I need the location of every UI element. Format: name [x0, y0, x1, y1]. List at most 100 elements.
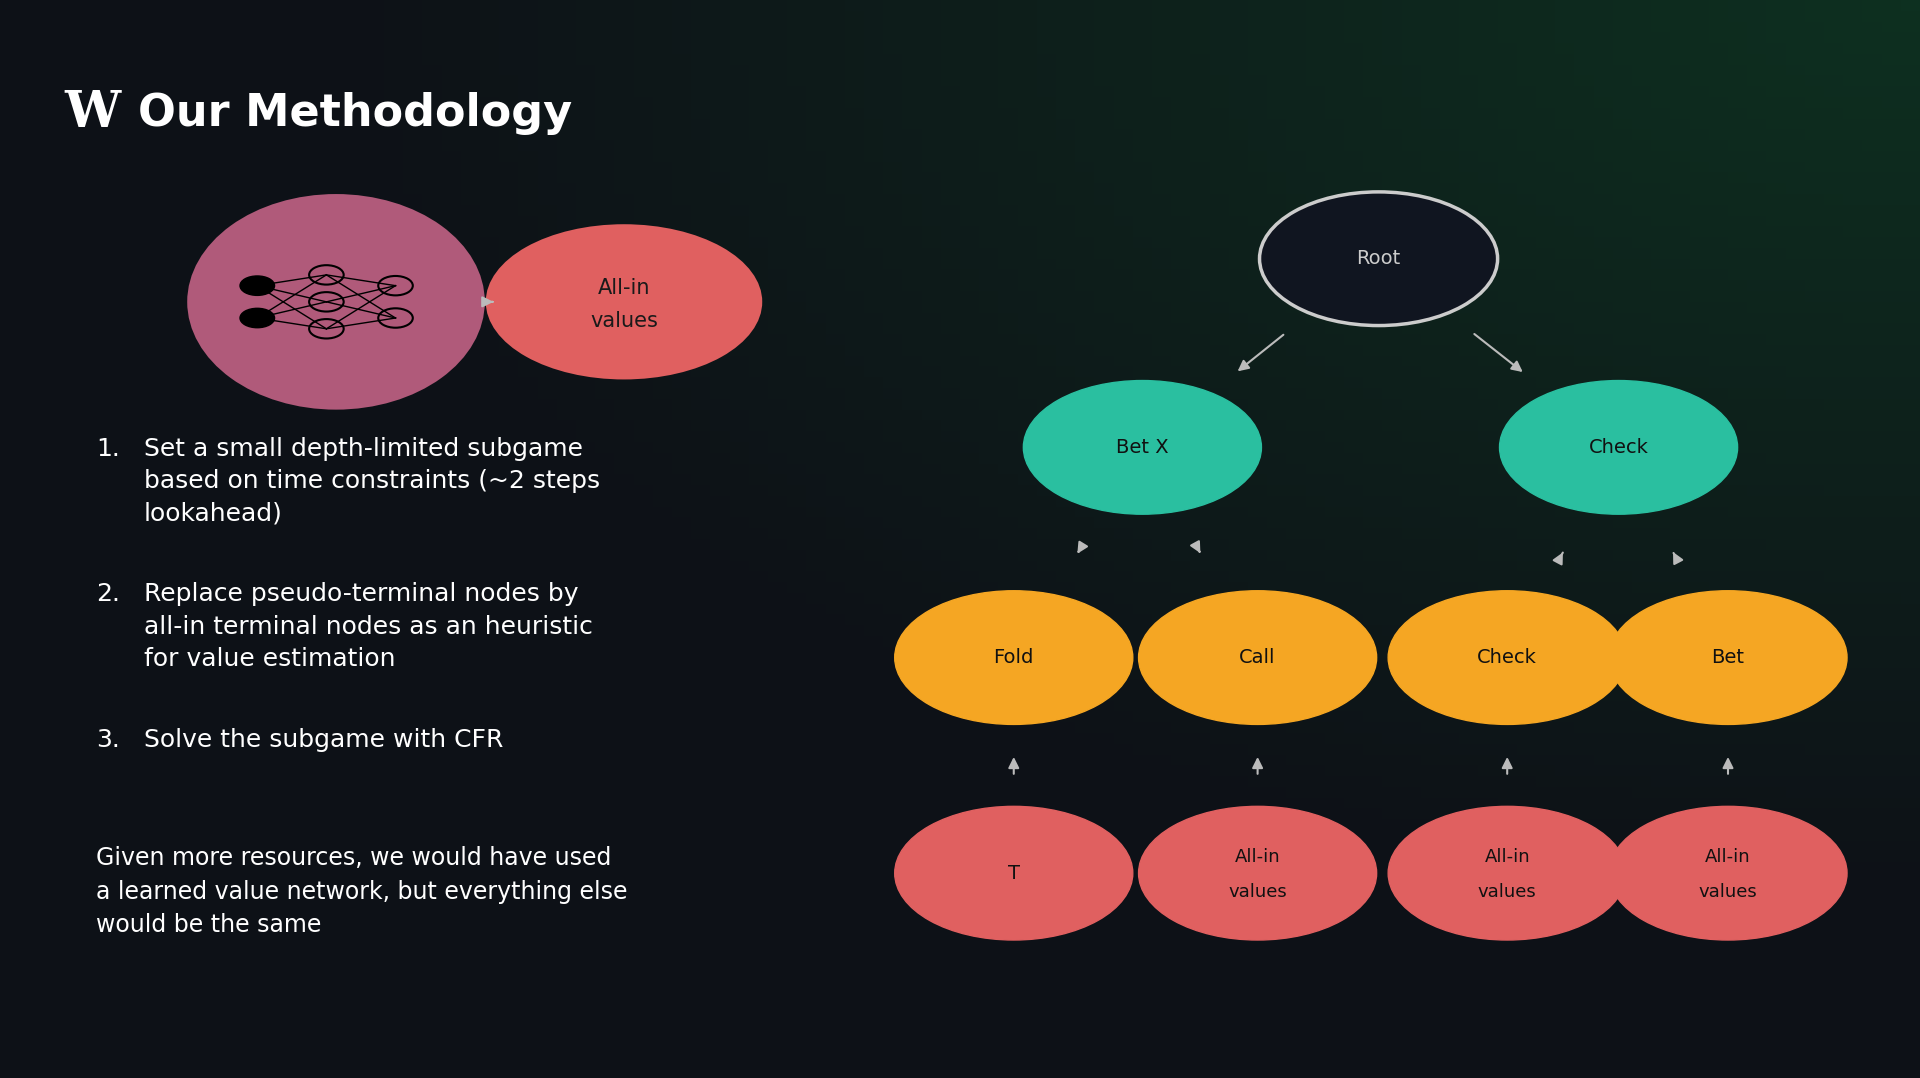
- Bar: [250, 0, 1920, 938]
- Bar: [998, 0, 1920, 517]
- Text: T: T: [1008, 863, 1020, 883]
- Bar: [1037, 0, 1920, 496]
- Bar: [749, 0, 1920, 658]
- Circle shape: [1609, 591, 1847, 724]
- Bar: [595, 0, 1920, 744]
- Bar: [442, 0, 1920, 830]
- Bar: [1018, 0, 1920, 507]
- Bar: [384, 0, 1920, 862]
- Bar: [499, 0, 1920, 798]
- Bar: [461, 0, 1920, 819]
- Text: W: W: [63, 88, 121, 138]
- Bar: [211, 0, 1920, 959]
- Bar: [634, 0, 1920, 722]
- Bar: [960, 0, 1920, 539]
- Bar: [1344, 0, 1920, 323]
- Text: Check: Check: [1476, 648, 1538, 667]
- Text: Replace pseudo-terminal nodes by
all-in terminal nodes as an heuristic
for value: Replace pseudo-terminal nodes by all-in …: [144, 582, 593, 672]
- Circle shape: [895, 591, 1133, 724]
- Circle shape: [240, 276, 275, 295]
- Bar: [365, 0, 1920, 873]
- Circle shape: [1139, 806, 1377, 940]
- Bar: [1459, 0, 1920, 259]
- Text: All-in: All-in: [1705, 848, 1751, 866]
- Bar: [1248, 0, 1920, 377]
- Bar: [653, 0, 1920, 711]
- Bar: [902, 0, 1920, 571]
- Bar: [710, 0, 1920, 679]
- Text: values: values: [1699, 883, 1757, 900]
- Bar: [576, 0, 1920, 755]
- Bar: [288, 0, 1920, 916]
- Bar: [1594, 0, 1920, 183]
- Circle shape: [1388, 591, 1626, 724]
- Bar: [922, 0, 1920, 561]
- Bar: [1805, 0, 1920, 65]
- Bar: [1651, 0, 1920, 151]
- Text: Given more resources, we would have used
a learned value network, but everything: Given more resources, we would have used…: [96, 846, 628, 937]
- Bar: [538, 0, 1920, 776]
- Bar: [1286, 0, 1920, 356]
- Bar: [1517, 0, 1920, 226]
- Bar: [230, 0, 1920, 949]
- Bar: [1229, 0, 1920, 388]
- Bar: [1325, 0, 1920, 334]
- Bar: [845, 0, 1920, 604]
- Bar: [1440, 0, 1920, 270]
- Bar: [1171, 0, 1920, 420]
- Bar: [730, 0, 1920, 668]
- Bar: [518, 0, 1920, 787]
- Circle shape: [1260, 192, 1498, 326]
- Bar: [1498, 0, 1920, 237]
- Circle shape: [486, 224, 762, 379]
- Circle shape: [1139, 591, 1377, 724]
- Bar: [1786, 0, 1920, 75]
- Bar: [1555, 0, 1920, 205]
- Bar: [1056, 0, 1920, 485]
- Bar: [768, 0, 1920, 647]
- Text: All-in: All-in: [1235, 848, 1281, 866]
- Bar: [806, 0, 1920, 625]
- Text: All-in: All-in: [597, 278, 651, 298]
- Bar: [1094, 0, 1920, 464]
- Bar: [1728, 0, 1920, 108]
- Bar: [1843, 0, 1920, 43]
- Circle shape: [240, 308, 275, 328]
- Bar: [1267, 0, 1920, 367]
- Bar: [1536, 0, 1920, 216]
- Bar: [1402, 0, 1920, 291]
- Bar: [979, 0, 1920, 528]
- Bar: [480, 0, 1920, 808]
- Bar: [1709, 0, 1920, 119]
- Bar: [1152, 0, 1920, 431]
- Text: values: values: [1478, 883, 1536, 900]
- Bar: [557, 0, 1920, 765]
- Bar: [346, 0, 1920, 884]
- Bar: [1382, 0, 1920, 302]
- Text: Fold: Fold: [993, 648, 1035, 667]
- Bar: [826, 0, 1920, 614]
- Text: Our Methodology: Our Methodology: [138, 92, 572, 135]
- Bar: [326, 0, 1920, 895]
- Text: Check: Check: [1588, 438, 1649, 457]
- Text: 3.: 3.: [96, 728, 119, 751]
- Bar: [422, 0, 1920, 841]
- Bar: [864, 0, 1920, 593]
- Bar: [1133, 0, 1920, 442]
- Text: Solve the subgame with CFR: Solve the subgame with CFR: [144, 728, 503, 751]
- Text: values: values: [1229, 883, 1286, 900]
- Text: values: values: [589, 312, 659, 331]
- Bar: [1901, 0, 1920, 11]
- Bar: [1747, 0, 1920, 97]
- Bar: [1478, 0, 1920, 248]
- Bar: [691, 0, 1920, 690]
- Text: Bet: Bet: [1711, 648, 1745, 667]
- Bar: [1114, 0, 1920, 453]
- Bar: [883, 0, 1920, 582]
- Ellipse shape: [186, 194, 484, 410]
- Bar: [941, 0, 1920, 550]
- Bar: [1613, 0, 1920, 172]
- Circle shape: [1609, 806, 1847, 940]
- Text: All-in: All-in: [1484, 848, 1530, 866]
- Bar: [1363, 0, 1920, 313]
